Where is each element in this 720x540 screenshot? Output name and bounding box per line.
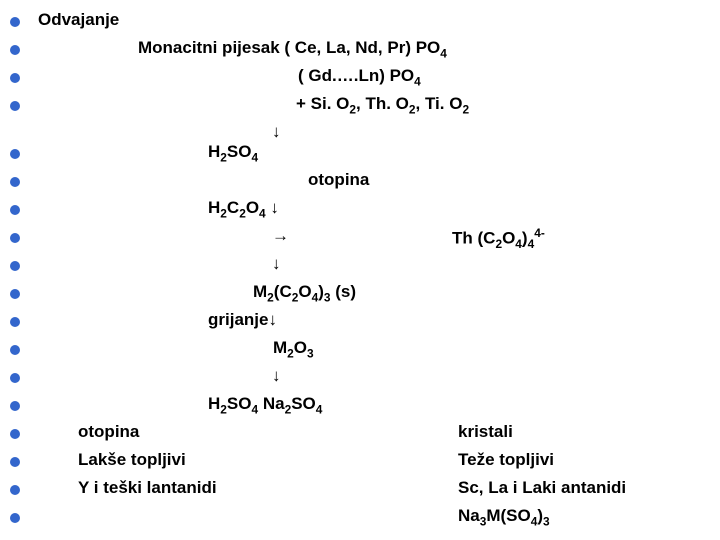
bullet-icon — [10, 101, 20, 111]
left-col: Lakše topljivi — [78, 450, 458, 470]
text-line: H2SO4 Na2SO4 — [38, 394, 710, 416]
bullet-icon — [10, 233, 20, 243]
bullet-icon — [10, 317, 20, 327]
line-3: + Si. O2, Th. O2, Ti. O2 — [10, 94, 710, 122]
line-2: ( Gd.….Ln) PO4 — [10, 66, 710, 94]
bullet-icon — [10, 149, 20, 159]
line-h2so4-na2so4: H2SO4 Na2SO4 — [10, 394, 710, 422]
bullet-icon — [10, 177, 20, 187]
bullet-icon — [10, 513, 20, 523]
line-m2: M2(C2O4)3 (s) — [10, 282, 710, 310]
text-line: → Th (C2O4)44- — [38, 226, 710, 251]
down-arrow-icon: ↓ — [38, 122, 710, 142]
left-col: Y i teški lantanidi — [78, 478, 458, 498]
text-line: + Si. O2, Th. O2, Ti. O2 — [38, 94, 710, 116]
down-arrow-icon: ↓ — [38, 366, 710, 386]
line-darrow3: ↓ — [10, 366, 710, 394]
bullet-icon — [10, 261, 20, 271]
line-darrow2: ↓ — [10, 254, 710, 282]
bullet-icon — [10, 17, 20, 27]
bottom-row-2: Lakše topljivi Teže topljivi — [10, 450, 710, 478]
right-col: Na3M(SO4)3 — [458, 506, 550, 528]
line-h2so4: H2SO4 — [10, 142, 710, 170]
text-line: H2SO4 — [38, 142, 710, 164]
line-th: → Th (C2O4)44- — [10, 226, 710, 254]
line-otopina: otopina — [10, 170, 710, 198]
bottom-row-3: Y i teški lantanidi Sc, La i Laki antani… — [10, 478, 710, 506]
bullet-icon — [10, 345, 20, 355]
bullet-icon — [10, 45, 20, 55]
bullet-icon — [10, 457, 20, 467]
bullet-icon — [10, 373, 20, 383]
text-line: otopina — [38, 170, 710, 190]
text-line: ( Gd.….Ln) PO4 — [38, 66, 710, 88]
bullet-icon — [10, 429, 20, 439]
right-col: kristali — [458, 422, 513, 442]
line-h2c2o4: H2C2O4 ↓ — [10, 198, 710, 226]
text-line: M2O3 — [38, 338, 710, 360]
title-row: Odvajanje — [10, 10, 710, 38]
text-line: Na3M(SO4)3 — [38, 506, 710, 528]
right-col: Sc, La i Laki antanidi — [458, 478, 626, 498]
line-1: Monacitni pijesak ( Ce, La, Nd, Pr) PO4 — [10, 38, 710, 66]
left-col: otopina — [78, 422, 458, 442]
text-line: Lakše topljivi Teže topljivi — [38, 450, 710, 470]
line-arrow: ↓ — [10, 122, 710, 142]
line-m2o3: M2O3 — [10, 338, 710, 366]
text-line: Monacitni pijesak ( Ce, La, Nd, Pr) PO4 — [38, 38, 710, 60]
bullet-icon — [10, 401, 20, 411]
text-line: M2(C2O4)3 (s) — [38, 282, 710, 304]
text-line: H2C2O4 ↓ — [38, 198, 710, 220]
bottom-row-1: otopina kristali — [10, 422, 710, 450]
bullet-icon — [10, 485, 20, 495]
bullet-icon — [10, 289, 20, 299]
bullet-icon — [10, 205, 20, 215]
title-text: Odvajanje — [38, 10, 710, 30]
bullet-icon — [10, 73, 20, 83]
right-col: Teže topljivi — [458, 450, 554, 470]
bottom-row-4: Na3M(SO4)3 — [10, 506, 710, 534]
text-line: grijanje↓ — [38, 310, 710, 330]
line-grijanje: grijanje↓ — [10, 310, 710, 338]
text-line: Y i teški lantanidi Sc, La i Laki antani… — [38, 478, 710, 498]
left-col — [78, 506, 458, 528]
right-arrow-icon: → — [272, 226, 452, 251]
down-arrow-icon: ↓ — [38, 254, 710, 274]
th-formula: Th (C2O4)44- — [452, 226, 545, 251]
text-line: otopina kristali — [38, 422, 710, 442]
